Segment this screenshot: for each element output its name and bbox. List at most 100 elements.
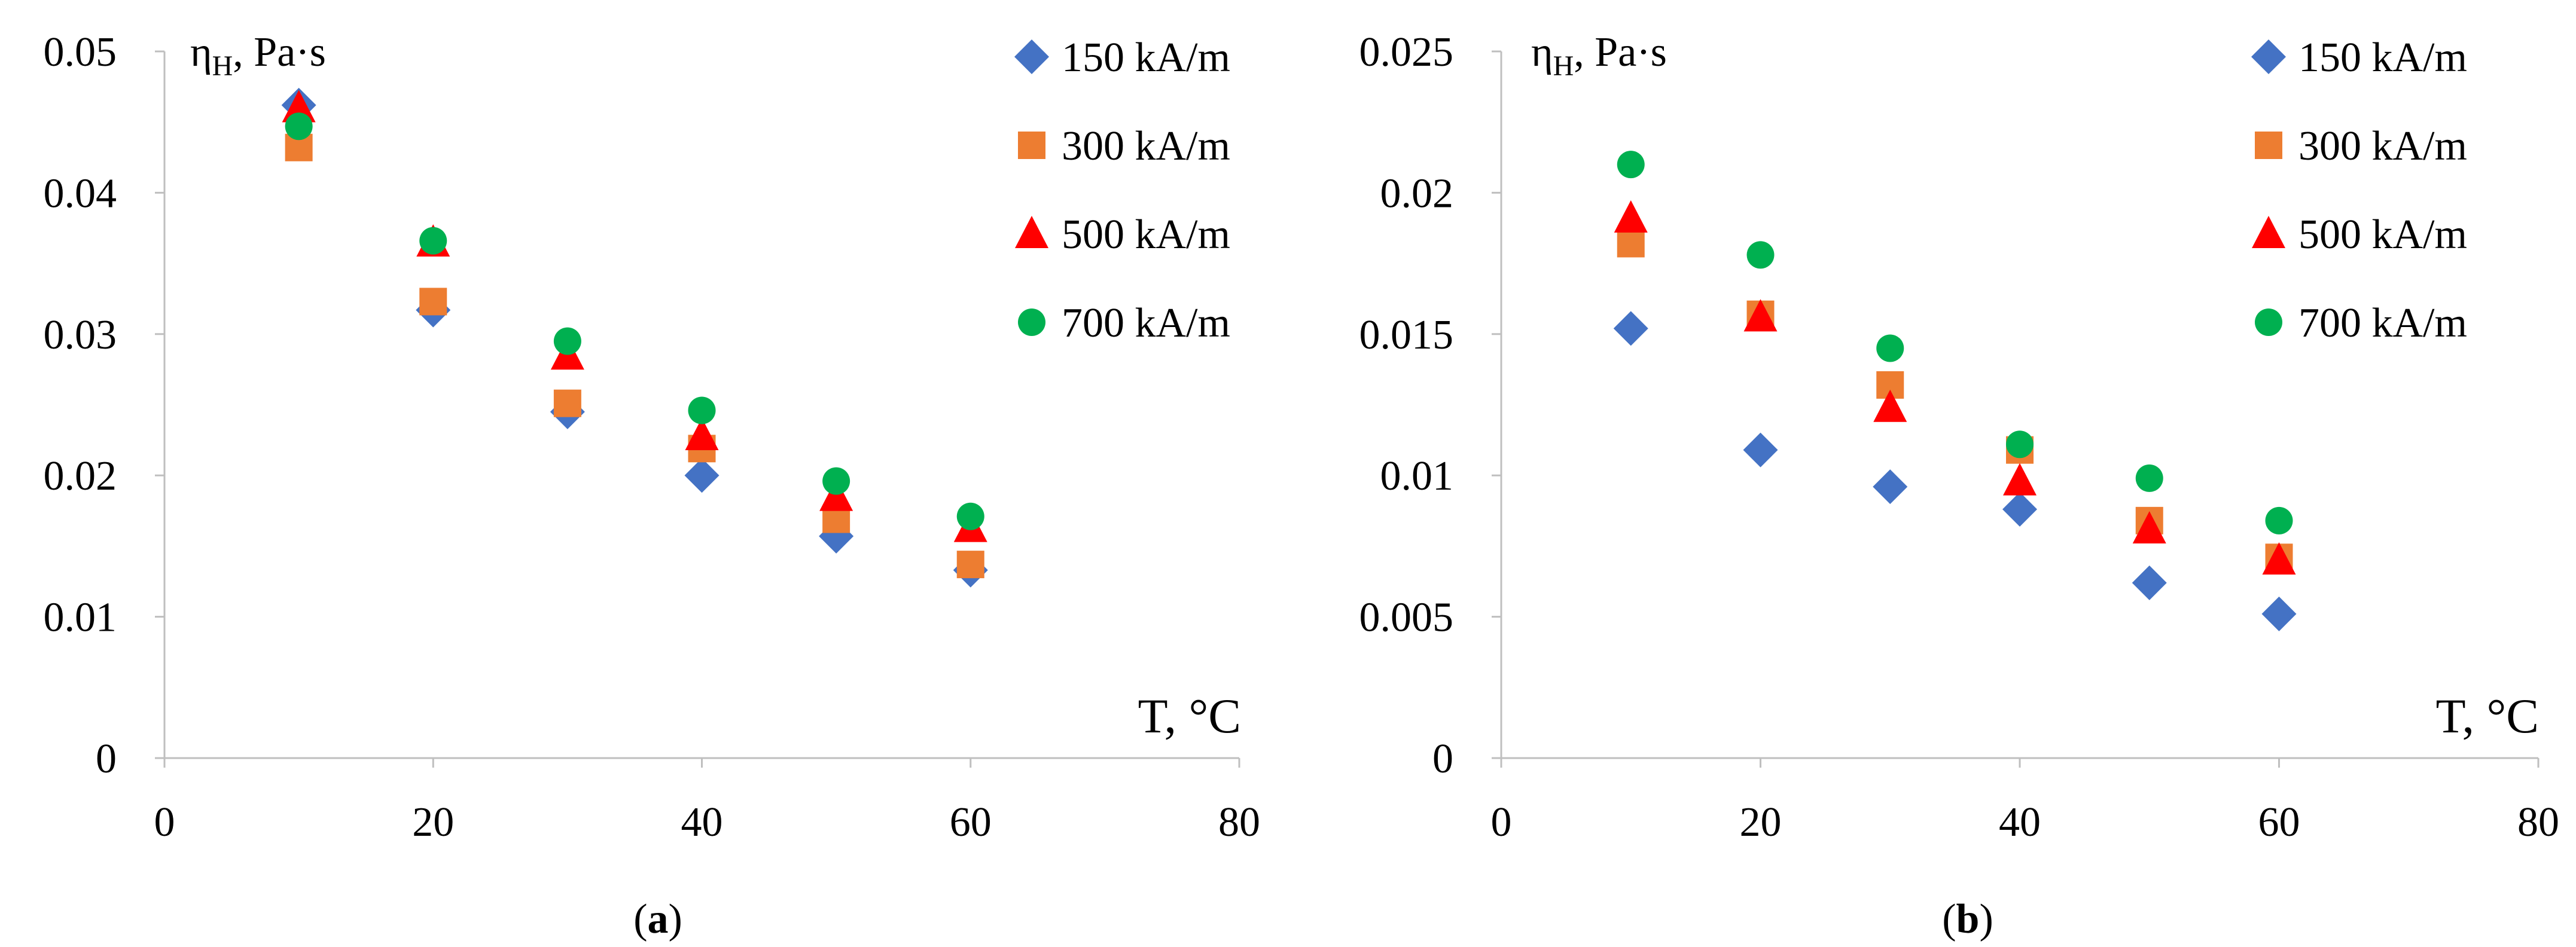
data-point — [285, 112, 313, 140]
data-point — [1613, 311, 1648, 346]
data-point — [2002, 491, 2037, 527]
data-point — [1873, 389, 1907, 422]
data-point — [419, 288, 447, 316]
chart-a: 0 0.01 0.02 0.03 0.04 0.05 0 20 40 60 80 ηH, Pa·s T,… — [44, 29, 1261, 942]
legend-marker — [1014, 39, 1049, 74]
y-tick-label: 0.01 — [1380, 453, 1454, 499]
data-point — [822, 467, 850, 495]
y-axis-title-subscript: H — [212, 50, 233, 82]
data-point — [1876, 334, 1904, 362]
legend-entry: 500 kA/m — [1015, 212, 1230, 258]
y-axis-title: ηH, Pa·s — [190, 29, 326, 82]
y-tick-label: 0.05 — [44, 29, 117, 75]
legend-marker — [2252, 216, 2285, 248]
panel-label: (b) — [1942, 896, 1993, 942]
data-point — [1743, 299, 1778, 332]
panel-label-close: ) — [669, 896, 682, 942]
data-point — [2135, 464, 2163, 492]
panel-label-close: ) — [1979, 896, 1993, 942]
legend-label: 300 kA/m — [1062, 123, 1230, 169]
series-700-ka-m — [285, 112, 984, 530]
x-tick-label: 80 — [2517, 799, 2559, 845]
y-tick-label: 0 — [96, 736, 117, 782]
x-tick-label: 0 — [154, 799, 175, 845]
chart-b: 0 0.005 0.01 0.015 0.02 0.025 0 20 40 60 80 ηH, Pa·… — [1359, 29, 2560, 942]
y-tick-label: 0.04 — [44, 170, 117, 216]
panel-label-open: ( — [633, 896, 647, 942]
y-tick-label: 0.02 — [1380, 170, 1454, 216]
series-500-ka-m — [1614, 200, 2296, 575]
data-point — [2006, 430, 2034, 459]
legend-entry: 150 kA/m — [1014, 35, 1230, 81]
legend-label: 150 kA/m — [1062, 35, 1230, 81]
legend-entry: 300 kA/m — [2255, 123, 2467, 169]
data-point — [419, 227, 447, 255]
panel-label-letter: a — [648, 896, 669, 942]
data-point — [1617, 230, 1645, 258]
x-tick-label: 20 — [1740, 799, 1782, 845]
y-axis-title-symbol: η — [1531, 29, 1553, 75]
y-axis-title: ηH, Pa·s — [1531, 29, 1667, 82]
data-point — [2132, 511, 2166, 544]
panel-label-open: ( — [1942, 896, 1956, 942]
legend-label: 300 kA/m — [2298, 123, 2467, 169]
data-point — [1746, 241, 1775, 269]
series-700-ka-m — [1617, 151, 2293, 534]
x-axis-title: T, °C — [2436, 689, 2540, 743]
series-500-ka-m — [282, 90, 987, 542]
y-tick-label: 0.01 — [44, 595, 117, 641]
data-point — [684, 458, 720, 493]
legend-label: 500 kA/m — [2298, 212, 2467, 258]
legend-label: 700 kA/m — [1062, 300, 1230, 346]
series-150-ka-m — [1613, 311, 2297, 631]
panel-label: (a) — [633, 896, 682, 942]
legend-entry: 150 kA/m — [2251, 35, 2467, 81]
data-point — [1873, 469, 1908, 505]
data-point — [819, 478, 853, 511]
data-point — [2132, 565, 2167, 600]
series-150-ka-m — [281, 87, 988, 588]
y-axis-title-units: , Pa·s — [233, 29, 326, 75]
data-point — [1743, 432, 1778, 468]
legend-marker — [2255, 308, 2282, 336]
y-axis-title-subscript: H — [1553, 50, 1574, 82]
y-tick-label: 0.03 — [44, 312, 117, 358]
data-point — [553, 327, 581, 355]
x-tick-label: 60 — [950, 799, 992, 845]
y-tick-label: 0.005 — [1359, 595, 1454, 641]
data-point — [688, 396, 716, 424]
legend-marker — [2255, 132, 2282, 159]
legend-marker — [1018, 132, 1045, 159]
x-axis-title: T, °C — [1138, 689, 1242, 743]
legend-entry: 700 kA/m — [2255, 300, 2467, 346]
legend-label: 500 kA/m — [1062, 212, 1230, 258]
legend-marker — [2251, 39, 2286, 74]
legend-entry: 500 kA/m — [2252, 212, 2467, 258]
y-axis-title-units: , Pa·s — [1574, 29, 1667, 75]
data-point — [956, 502, 984, 530]
data-point — [553, 389, 581, 417]
y-tick-label: 0 — [1432, 736, 1453, 782]
data-point — [2261, 596, 2297, 631]
y-tick-label: 0.015 — [1359, 312, 1454, 358]
data-point — [2003, 463, 2037, 496]
data-point — [2262, 542, 2296, 575]
x-tick-label: 40 — [681, 799, 723, 845]
legend-marker — [1015, 216, 1048, 248]
series-300-ka-m — [1617, 230, 2293, 572]
data-point — [685, 418, 719, 451]
data-point — [956, 551, 984, 579]
x-tick-label: 80 — [1218, 799, 1260, 845]
legend-marker — [1018, 308, 1045, 336]
series-300-ka-m — [285, 133, 984, 579]
legend-entry: 300 kA/m — [1018, 123, 1230, 169]
data-point — [282, 90, 316, 123]
data-point — [2265, 506, 2293, 534]
data-point — [1617, 151, 1645, 179]
data-point — [1614, 200, 1648, 233]
y-tick-label: 0.02 — [44, 453, 117, 499]
y-axis-title-symbol: η — [190, 29, 212, 75]
legend-entry: 700 kA/m — [1018, 300, 1230, 346]
x-tick-label: 40 — [1999, 799, 2041, 845]
